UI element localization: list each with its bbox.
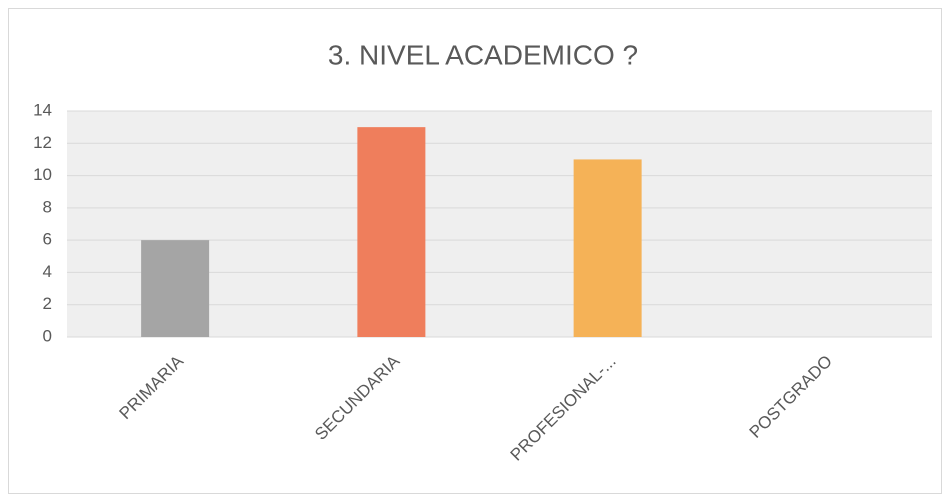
y-tick-label: 2 [43,294,52,313]
bar [141,240,210,337]
bar [573,159,642,337]
y-tick-label: 8 [43,197,52,216]
y-tick-label: 6 [43,230,52,249]
y-tick-label: 4 [43,262,52,281]
y-tick-label: 10 [33,165,52,184]
bar [357,127,426,338]
y-tick-label: 14 [33,100,52,119]
y-tick-label: 0 [43,326,52,345]
plot-area [67,111,932,337]
y-tick-label: 12 [33,133,52,152]
chart-title: 3. NIVEL ACADEMICO ? [328,39,638,70]
